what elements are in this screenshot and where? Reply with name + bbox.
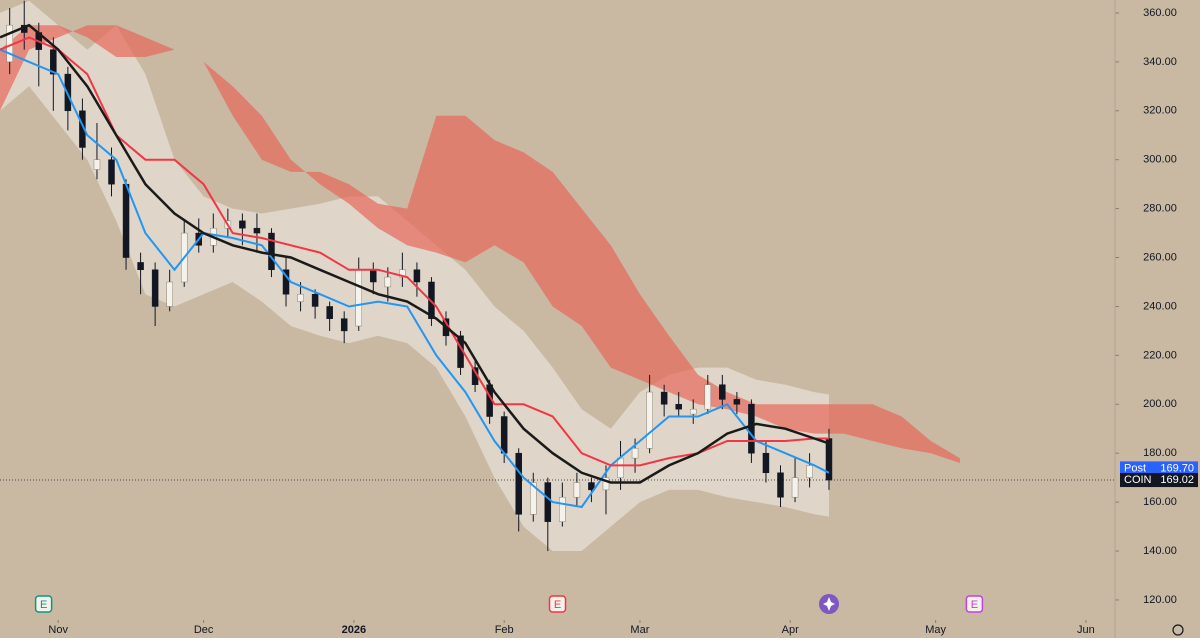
event-label: E <box>971 599 978 611</box>
candle-body <box>825 438 833 481</box>
candle-body <box>311 293 319 307</box>
candle-body <box>384 276 392 288</box>
indicator-line <box>0 23 830 484</box>
candle-body <box>515 452 522 515</box>
candle-body <box>777 472 784 498</box>
price-tag <box>1120 461 1198 476</box>
y-tick-label: 300.00 <box>1143 154 1177 166</box>
candle-body <box>762 452 770 474</box>
y-tick-label: 180.00 <box>1143 447 1177 459</box>
y-tick-label: 120.00 <box>1143 594 1177 606</box>
y-tick-label: 140.00 <box>1143 545 1177 557</box>
event-badge[interactable] <box>965 595 984 613</box>
candle-body <box>340 318 348 332</box>
candle-body <box>413 269 421 283</box>
star-shape <box>823 597 835 611</box>
candle-body <box>733 399 741 405</box>
y-tick-label: 360.00 <box>1143 7 1177 19</box>
candle-body <box>6 24 13 63</box>
event-icon[interactable] <box>819 594 839 614</box>
candle-body <box>704 384 712 410</box>
price-tag-value: 169.70 <box>1160 462 1194 474</box>
candle-body <box>370 269 377 283</box>
candle-body <box>631 448 639 459</box>
x-tick-label: Mar <box>630 624 649 636</box>
candle-body <box>588 482 595 491</box>
y-tick-label: 160.00 <box>1143 496 1177 508</box>
candle-body <box>122 183 130 258</box>
candle-body <box>617 457 624 478</box>
x-tick-label: Jun <box>1077 624 1095 636</box>
x-tick-label: Dec <box>194 624 214 636</box>
candle-body <box>50 49 57 75</box>
x-tick-label: 2026 <box>342 624 366 636</box>
candle-body <box>500 416 508 454</box>
price-tag-name: COIN <box>1124 474 1152 486</box>
event-label: E <box>554 599 561 611</box>
candle-body <box>297 293 304 302</box>
candle-body <box>646 391 653 449</box>
y-tick-label: 340.00 <box>1143 56 1177 68</box>
candle-body <box>93 159 101 170</box>
candle-body <box>660 391 668 405</box>
candle-body <box>137 262 144 271</box>
candle-body <box>544 482 552 522</box>
x-tick-label: Nov <box>48 624 68 636</box>
y-tick-label: 260.00 <box>1143 251 1177 263</box>
event-label: E <box>40 599 47 611</box>
y-tick-label: 320.00 <box>1143 105 1177 117</box>
candle-body <box>530 482 537 515</box>
settings-icon[interactable] <box>1172 624 1184 636</box>
candle-body <box>282 269 290 295</box>
candle-body <box>559 496 566 522</box>
candle-body <box>689 408 697 415</box>
x-tick-label: Apr <box>782 624 799 636</box>
y-tick-label: 280.00 <box>1143 203 1177 215</box>
candle-body <box>253 227 261 234</box>
candle-body <box>108 159 115 185</box>
price-tag-value: 169.02 <box>1160 474 1194 486</box>
candle-body <box>151 269 159 307</box>
y-tick-label: 220.00 <box>1143 349 1177 361</box>
event-badge[interactable] <box>34 595 53 613</box>
indicator-line <box>0 48 830 509</box>
candle-body <box>399 269 406 278</box>
x-tick-label: Feb <box>495 624 514 636</box>
candle-body <box>326 306 333 319</box>
y-tick-label: 200.00 <box>1143 398 1177 410</box>
price-tag-name: Post <box>1124 462 1146 474</box>
candle-body <box>239 220 246 229</box>
candle-body <box>675 404 682 410</box>
x-tick-label: May <box>925 624 946 636</box>
candle-body <box>355 269 362 327</box>
candle-body <box>573 482 581 498</box>
candle-body <box>602 477 610 491</box>
candle-body <box>166 281 173 307</box>
candle-body <box>791 477 799 498</box>
candle-body <box>268 232 275 271</box>
price-tag <box>1120 473 1198 488</box>
candle-body <box>719 384 726 400</box>
candle-body <box>748 404 755 454</box>
candle-body <box>806 465 813 478</box>
y-tick-label: 240.00 <box>1143 300 1177 312</box>
cloud-area <box>0 25 960 463</box>
event-badge[interactable] <box>548 595 567 613</box>
